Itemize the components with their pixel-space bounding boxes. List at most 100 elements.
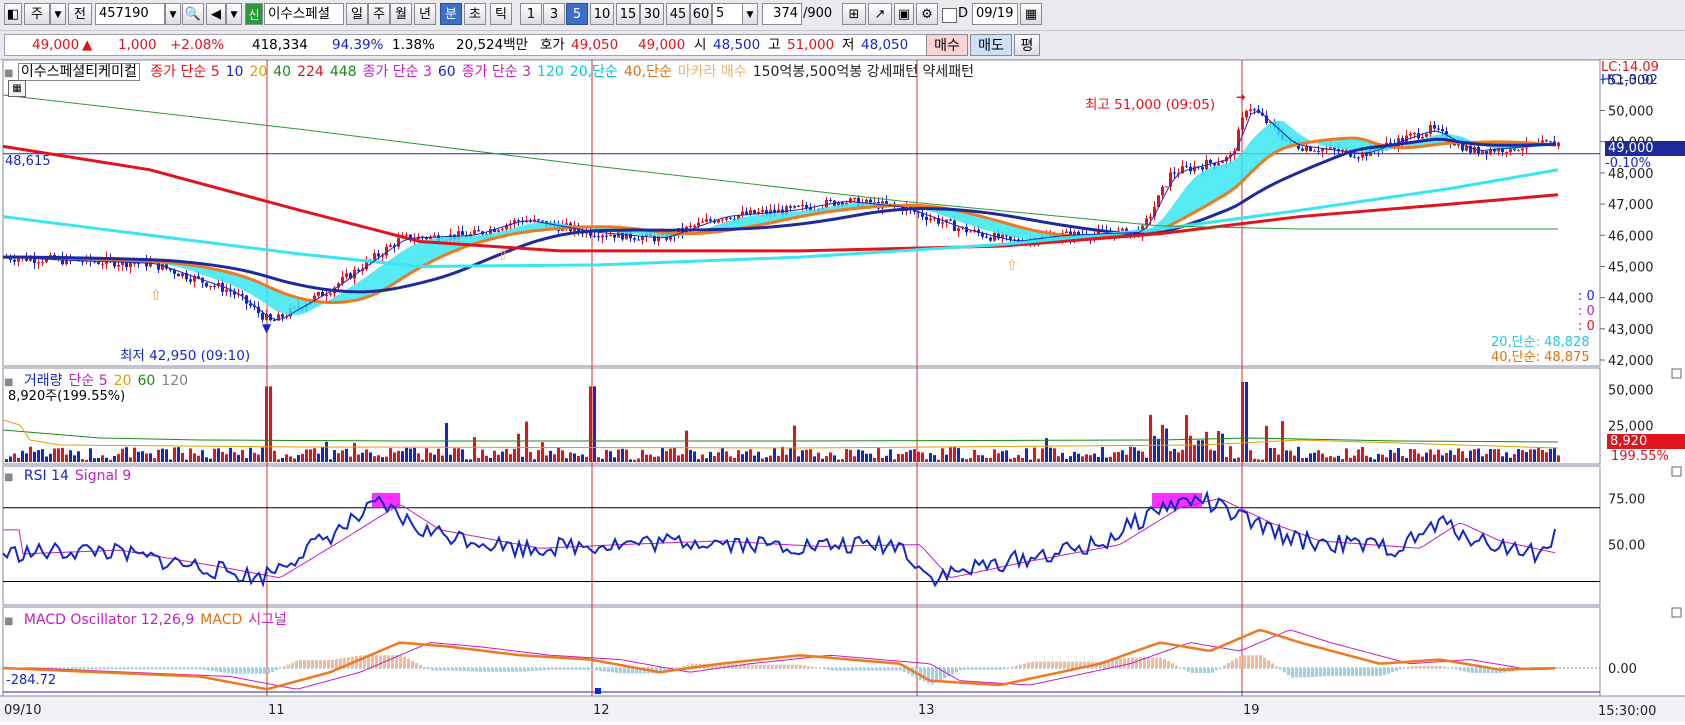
volume-bar	[1209, 450, 1212, 462]
volume-bar	[633, 460, 636, 462]
speaker-icon[interactable]: ◀	[206, 3, 226, 25]
volume-bar	[337, 453, 340, 462]
calendar-icon[interactable]: ▦	[1020, 3, 1042, 25]
volume-bar	[1373, 459, 1376, 462]
panel-toggle-icon[interactable]: ◧	[4, 3, 22, 25]
period-button-0[interactable]: 일	[346, 3, 368, 25]
date-input[interactable]: 09/19	[972, 3, 1018, 25]
minute-button-5[interactable]: 5	[566, 3, 588, 25]
volume-bar	[521, 457, 524, 462]
volume-bar	[613, 457, 616, 462]
volume-tick-label: 25,000	[1608, 420, 1654, 435]
macd-osc-bar	[1171, 663, 1174, 668]
volume-bar	[981, 455, 984, 462]
legend-toggle-icon[interactable]: ■	[4, 616, 13, 627]
candle-body	[693, 226, 696, 227]
prev-button[interactable]: 전	[68, 3, 92, 25]
minute-button-45[interactable]: 45	[666, 3, 690, 25]
draw-tool-icon[interactable]: ↗	[868, 3, 892, 25]
candle-body	[613, 235, 616, 238]
code-input[interactable]: 457190	[95, 3, 165, 25]
macd-osc-bar	[475, 668, 478, 671]
type-select[interactable]: 주	[24, 3, 50, 25]
volume-bar	[573, 453, 576, 462]
code-dropdown-icon[interactable]: ▼	[165, 3, 181, 25]
buy-button[interactable]: 매수	[926, 34, 968, 56]
macd-osc-bar	[995, 668, 998, 670]
count-input[interactable]: 374	[762, 3, 802, 25]
candle-body	[1241, 118, 1244, 130]
type-dropdown-icon[interactable]: ▼	[50, 3, 66, 25]
macd-osc-bar	[1011, 667, 1014, 668]
volume-bar	[461, 449, 464, 462]
stock-name-field[interactable]: 이수스페셜	[264, 3, 344, 25]
date-checkbox[interactable]	[942, 8, 957, 23]
legend-toggle-icon[interactable]: ■	[4, 472, 13, 483]
volume-bar	[653, 457, 656, 462]
candle-body	[1413, 133, 1416, 134]
legend-toggle-icon[interactable]: ■	[4, 68, 13, 79]
volume-bar	[481, 450, 484, 462]
macd-osc-bar	[1419, 666, 1422, 668]
candle-body	[1505, 152, 1508, 153]
macd-osc-bar	[1375, 668, 1378, 676]
volume-bar	[533, 459, 536, 462]
period-button-2[interactable]: 월	[390, 3, 412, 25]
gear-icon[interactable]: ⚙	[916, 3, 938, 25]
x-tick-label: 09/10	[4, 703, 41, 718]
minute-button-15[interactable]: 15	[616, 3, 640, 25]
sell-button[interactable]: 매도	[970, 34, 1012, 56]
period-button-1[interactable]: 주	[368, 3, 390, 25]
volume-bar	[297, 455, 300, 462]
volume-bar	[1301, 458, 1304, 462]
volume-bar	[833, 455, 836, 462]
volume-bar	[1329, 456, 1332, 462]
volume-bar	[121, 449, 124, 462]
candle-settings-icon[interactable]: ⊞	[842, 3, 866, 25]
chart-menu-icon[interactable]: ▦	[8, 80, 26, 97]
volume-bar	[713, 456, 716, 462]
macd-osc-bar	[1439, 666, 1442, 668]
new-badge-label: 신	[248, 8, 259, 22]
candle-body	[97, 262, 100, 264]
minute-button-1[interactable]: 1	[520, 3, 542, 25]
volume-bar	[629, 459, 632, 462]
candle-body	[1549, 141, 1552, 142]
minute-button-60[interactable]: 60	[690, 3, 712, 25]
macd-osc-bar	[323, 660, 326, 668]
candle-body	[129, 263, 132, 267]
period-button-4[interactable]: 분	[440, 3, 462, 25]
volume-bar	[1041, 448, 1044, 462]
minute-button-3[interactable]: 3	[543, 3, 565, 25]
macd-osc-bar	[275, 668, 278, 670]
volume-bar	[149, 453, 152, 462]
speaker-dropdown-icon[interactable]: ▼	[226, 3, 242, 25]
volume-bar	[377, 455, 380, 462]
save-icon[interactable]: ▣	[894, 3, 914, 25]
chart-area[interactable]: 51,00050,00049,00048,00047,00046,00045,0…	[0, 60, 1685, 722]
macd-osc-bar	[1411, 666, 1414, 668]
volume-bar	[537, 450, 540, 462]
volume-current: 8,920주(199.55%)	[8, 385, 125, 404]
macd-osc-bar	[1135, 657, 1138, 668]
volume-bar	[477, 458, 480, 462]
volume-bar	[1321, 454, 1324, 462]
macd-osc-bar	[963, 668, 966, 670]
macd-osc-bar	[619, 668, 622, 673]
macd-osc-bar	[1331, 668, 1334, 676]
macd-osc-bar	[71, 668, 74, 669]
eval-button[interactable]: 평	[1014, 34, 1040, 56]
period-button-5[interactable]: 초	[464, 3, 486, 25]
period-button-3[interactable]: 년	[414, 3, 436, 25]
price-legend-item: 40,단순	[624, 64, 672, 80]
candle-body	[793, 206, 796, 208]
interval-dropdown-icon[interactable]: ▼	[742, 3, 758, 25]
volume-bar	[1285, 450, 1288, 462]
minute-button-30[interactable]: 30	[640, 3, 664, 25]
macd-tick-label: 0.00	[1608, 662, 1637, 677]
search-icon[interactable]: 🔍	[182, 3, 204, 25]
period-button-6[interactable]: 틱	[490, 3, 512, 25]
candle-body	[373, 253, 376, 259]
minute-button-10[interactable]: 10	[590, 3, 614, 25]
type-select-label: 주	[31, 7, 43, 22]
